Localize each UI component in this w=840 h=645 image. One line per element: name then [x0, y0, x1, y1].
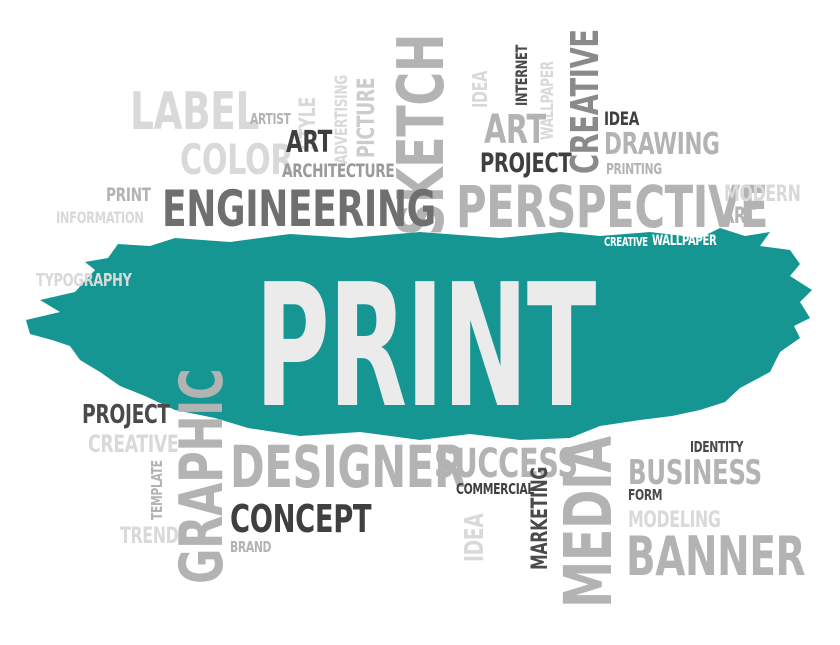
word-color: COLOR: [180, 135, 294, 184]
word-form: FORM: [628, 486, 663, 504]
word-template-vertical: TEMPLATE: [148, 460, 166, 520]
word-marketing-vertical: MARKETING: [528, 466, 553, 570]
word-designer: DESIGNER: [230, 433, 466, 501]
word-creative-small: CREATIVE: [604, 235, 648, 249]
word-wallpaper-small: WALLPAPER: [652, 233, 717, 249]
word-engineering: ENGINEERING: [162, 180, 436, 238]
word-modern: MODERN: [724, 182, 801, 207]
word-graphic-vertical: GRAPHIC: [167, 368, 237, 584]
word-artist: ARTIST: [250, 110, 291, 128]
word-print-small: PRINT: [106, 184, 151, 206]
word-typography: TYPOGRAPHY: [36, 270, 132, 291]
word-architecture: ARCHITECTURE: [282, 160, 395, 182]
word-picture-vertical: PICTURE: [352, 77, 380, 158]
brush-shape: [26, 228, 812, 440]
word-art-top: ART: [286, 125, 333, 160]
word-advertising-vertical: ADVERTISING: [332, 75, 352, 164]
word-label: LABEL: [130, 82, 260, 142]
word-identity: IDENTITY: [690, 438, 744, 456]
word-brand: BRAND: [230, 538, 272, 556]
center-word-print: PRINT: [255, 248, 596, 446]
word-idea-bottom-vertical: IDEA: [460, 513, 490, 562]
word-project-bottom: PROJECT: [82, 400, 170, 430]
word-information: INFORMATION: [56, 208, 144, 227]
word-trend: TREND: [120, 524, 179, 549]
word-project-top: PROJECT: [480, 148, 572, 179]
word-drawing: DRAWING: [604, 127, 720, 162]
word-modeling: MODELING: [628, 508, 721, 533]
word-commercial: COMMERCIAL: [456, 480, 534, 498]
word-perspective: PERSPECTIVE: [456, 173, 769, 241]
word-concept: CONCEPT: [230, 497, 372, 541]
word-idea-top-vertical: IDEA: [468, 71, 492, 108]
word-idea-right: IDEA: [604, 108, 639, 130]
word-media-vertical: MEDIA: [550, 436, 627, 608]
word-printing: PRINTING: [606, 160, 662, 178]
word-art-small: ART: [484, 107, 546, 153]
word-internet-vertical: INTERNET: [512, 44, 531, 106]
word-banner: BANNER: [626, 525, 806, 588]
word-creative-bottom: CREATIVE: [88, 430, 179, 458]
word-art-right: ART: [722, 204, 756, 229]
word-success: SUCCESS: [434, 441, 578, 487]
word-creative-vertical: CREATIVE: [563, 29, 607, 174]
word-business: BUSINESS: [628, 453, 762, 493]
